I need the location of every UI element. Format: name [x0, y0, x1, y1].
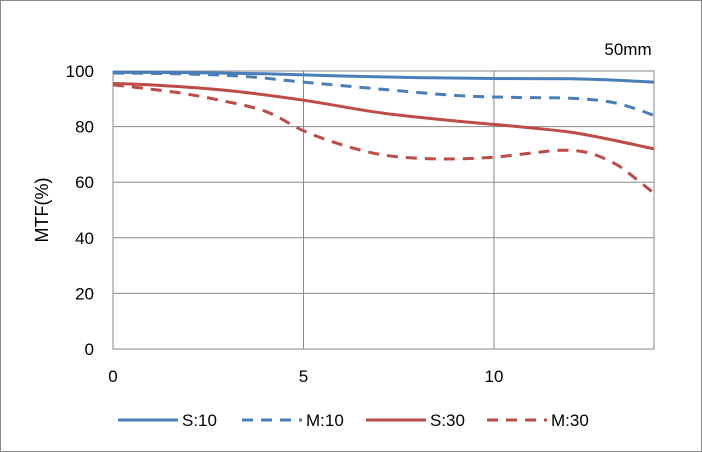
x-tick-label: 10: [485, 367, 504, 386]
legend: S:10 M:10 S:30 M:30: [118, 411, 589, 430]
focal-length-annotation: 50mm: [604, 40, 651, 59]
y-axis-label: MTF(%): [32, 178, 52, 243]
series-layer: [112, 70, 655, 195]
y-tick-label: 20: [75, 284, 94, 303]
legend-label-m-10: M:10: [306, 411, 344, 430]
series-line-s-10: [112, 70, 655, 84]
series-line-s-30: [112, 82, 655, 151]
series-line-m-30: [112, 83, 655, 195]
y-tick-label: 80: [75, 118, 94, 137]
y-tick-label: 100: [66, 62, 94, 81]
legend-label-m-30: M:30: [551, 411, 589, 430]
y-tick-label: 0: [85, 340, 94, 359]
y-tick-label: 60: [75, 173, 94, 192]
x-tick-labels: 0 5 10: [108, 367, 503, 386]
series-line-m-10: [112, 71, 655, 117]
x-tick-label: 5: [299, 367, 308, 386]
legend-label-s-30: S:30: [430, 411, 465, 430]
y-tick-label: 40: [75, 229, 94, 248]
legend-label-s-10: S:10: [182, 411, 217, 430]
x-tick-label: 0: [108, 367, 117, 386]
y-tick-labels: 0 20 40 60 80 100: [66, 62, 94, 359]
plot-area-border: [112, 70, 655, 350]
